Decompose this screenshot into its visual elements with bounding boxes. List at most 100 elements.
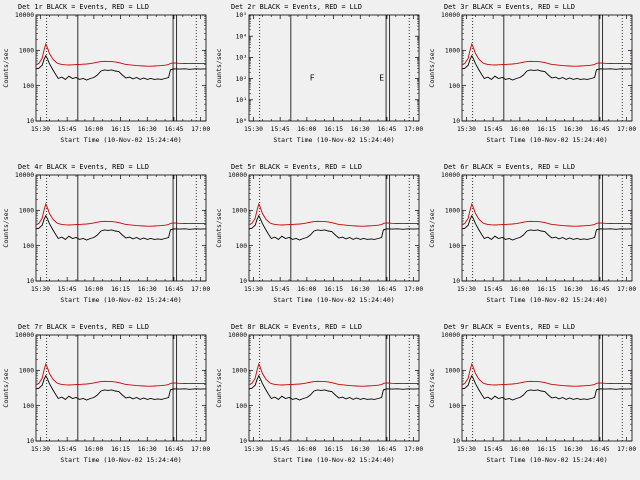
x-tick-label: 15:45 xyxy=(271,446,290,453)
y-tick-label: 100 xyxy=(236,243,248,250)
chart-panel-det-8r: Det 8r BLACK = Events, RED = LLD 15:30 15:… xyxy=(215,323,423,464)
x-axis-title: Start Time (10-Nov-02 15:24:40) xyxy=(60,136,181,144)
x-tick-label: 16:00 xyxy=(510,446,529,453)
plot-frame xyxy=(248,334,420,442)
x-tick-label: 15:45 xyxy=(484,446,503,453)
x-tick-label: 16:30 xyxy=(351,446,370,453)
x-tick-label: 17:00 xyxy=(191,126,210,133)
x-tick-label: 16:30 xyxy=(138,446,157,453)
x-tick-label: 16:00 xyxy=(297,126,316,133)
y-tick-label: 10000 xyxy=(228,172,247,179)
y-axis-title: Counts/sec xyxy=(428,48,436,87)
x-tick-label: 16:30 xyxy=(138,126,157,133)
y-tick-label: 10000 xyxy=(15,332,34,339)
chart-panel-det-7r: Det 7r BLACK = Events, RED = LLD 15:30 15:… xyxy=(2,323,210,464)
x-tick-label: 16:30 xyxy=(564,446,583,453)
x-tick-label: 17:00 xyxy=(191,446,210,453)
y-tick-label: 10 xyxy=(239,438,247,445)
x-tick-label: 16:15 xyxy=(324,446,343,453)
chart-panel-det-5r: Det 5r BLACK = Events, RED = LLD 15:30 15:… xyxy=(215,163,423,304)
y-tick-label: 1000 xyxy=(445,48,460,55)
panel-title: Det 3r BLACK = Events, RED = LLD xyxy=(444,3,575,11)
x-tick-label: 17:00 xyxy=(404,286,423,293)
panel-title: Det 7r BLACK = Events, RED = LLD xyxy=(18,323,149,331)
x-tick-label: 15:30 xyxy=(244,126,263,133)
y-tick-label: 100 xyxy=(236,403,248,410)
series-lld xyxy=(35,362,207,387)
plot-frame xyxy=(248,14,420,122)
y-axis-title: Counts/sec xyxy=(428,208,436,247)
panel-title: Det 8r BLACK = Events, RED = LLD xyxy=(231,323,362,331)
chart-panel-det-4r: Det 4r BLACK = Events, RED = LLD 15:30 15:… xyxy=(2,163,210,304)
x-tick-label: 15:45 xyxy=(58,126,77,133)
x-tick-label: 17:00 xyxy=(617,126,636,133)
y-tick-label: 10 xyxy=(26,278,34,285)
series-events xyxy=(35,214,207,241)
x-tick-label: 16:15 xyxy=(537,126,556,133)
chart-panel-det-9r: Det 9r BLACK = Events, RED = LLD 15:30 15:… xyxy=(428,323,636,464)
y-tick-label: 100 xyxy=(23,243,35,250)
series-events xyxy=(461,54,633,81)
x-tick-label: 15:30 xyxy=(244,446,263,453)
y-tick-label: 10 xyxy=(452,438,460,445)
x-tick-label: 17:00 xyxy=(191,286,210,293)
y-tick-label: 10 xyxy=(26,118,34,125)
x-tick-label: 16:30 xyxy=(564,126,583,133)
series-lld xyxy=(35,42,207,67)
x-tick-label: 16:30 xyxy=(351,286,370,293)
series-lld xyxy=(248,202,420,227)
plot-frame xyxy=(461,174,633,282)
y-tick-label: 100 xyxy=(23,83,35,90)
x-axis-title: Start Time (10-Nov-02 15:24:40) xyxy=(60,456,181,464)
x-tick-label: 16:45 xyxy=(377,446,396,453)
x-tick-label: 16:00 xyxy=(510,126,529,133)
y-tick-label: 1000 xyxy=(232,368,247,375)
x-tick-label: 15:30 xyxy=(457,446,476,453)
y-axis-title: Counts/sec xyxy=(215,48,223,87)
x-axis-title: Start Time (10-Nov-02 15:24:40) xyxy=(60,296,181,304)
x-axis-title: Start Time (10-Nov-02 15:24:40) xyxy=(273,456,394,464)
series-lld xyxy=(461,42,633,67)
panel-title: Det 1r BLACK = Events, RED = LLD xyxy=(18,3,149,11)
y-tick-label: 1000 xyxy=(232,208,247,215)
y-tick-label: 100 xyxy=(449,83,461,90)
plot-frame xyxy=(461,14,633,122)
chart-panel-det-2r: Det 2r BLACK = Events, RED = LLD 15:30 15:… xyxy=(215,3,423,144)
y-tick-label: 1000 xyxy=(19,368,34,375)
x-tick-label: 15:45 xyxy=(484,126,503,133)
series-events xyxy=(461,214,633,241)
event-letter-f: F xyxy=(310,74,315,83)
y-axis-title: Counts/sec xyxy=(428,368,436,407)
y-tick-label: 10000 xyxy=(441,332,460,339)
x-tick-label: 16:15 xyxy=(324,126,343,133)
x-tick-label: 16:45 xyxy=(164,126,183,133)
x-tick-label: 16:45 xyxy=(590,286,609,293)
y-tick-label: 10¹ xyxy=(236,97,247,104)
y-axis-title: Counts/sec xyxy=(215,208,223,247)
x-tick-label: 16:15 xyxy=(324,286,343,293)
x-tick-label: 16:00 xyxy=(84,286,103,293)
x-tick-label: 16:00 xyxy=(84,126,103,133)
x-tick-label: 15:30 xyxy=(457,126,476,133)
series-lld xyxy=(461,362,633,387)
x-tick-label: 16:15 xyxy=(537,286,556,293)
series-lld xyxy=(248,362,420,387)
plot-frame xyxy=(461,334,633,442)
x-tick-label: 15:30 xyxy=(244,286,263,293)
series-events xyxy=(248,214,420,241)
y-axis-title: Counts/sec xyxy=(2,368,10,407)
x-tick-label: 15:30 xyxy=(31,286,50,293)
chart-panel-det-1r: Det 1r BLACK = Events, RED = LLD 15:30 15:… xyxy=(2,3,210,144)
x-tick-label: 15:45 xyxy=(271,126,290,133)
y-tick-label: 10 xyxy=(452,118,460,125)
y-tick-label: 10³ xyxy=(236,55,247,62)
y-tick-label: 10 xyxy=(239,278,247,285)
x-tick-label: 15:45 xyxy=(58,286,77,293)
x-tick-label: 16:45 xyxy=(377,286,396,293)
x-tick-label: 16:45 xyxy=(377,126,396,133)
y-tick-label: 10² xyxy=(236,76,247,83)
y-tick-label: 10⁵ xyxy=(236,12,247,19)
x-tick-label: 16:15 xyxy=(537,446,556,453)
y-tick-label: 10000 xyxy=(15,12,34,19)
